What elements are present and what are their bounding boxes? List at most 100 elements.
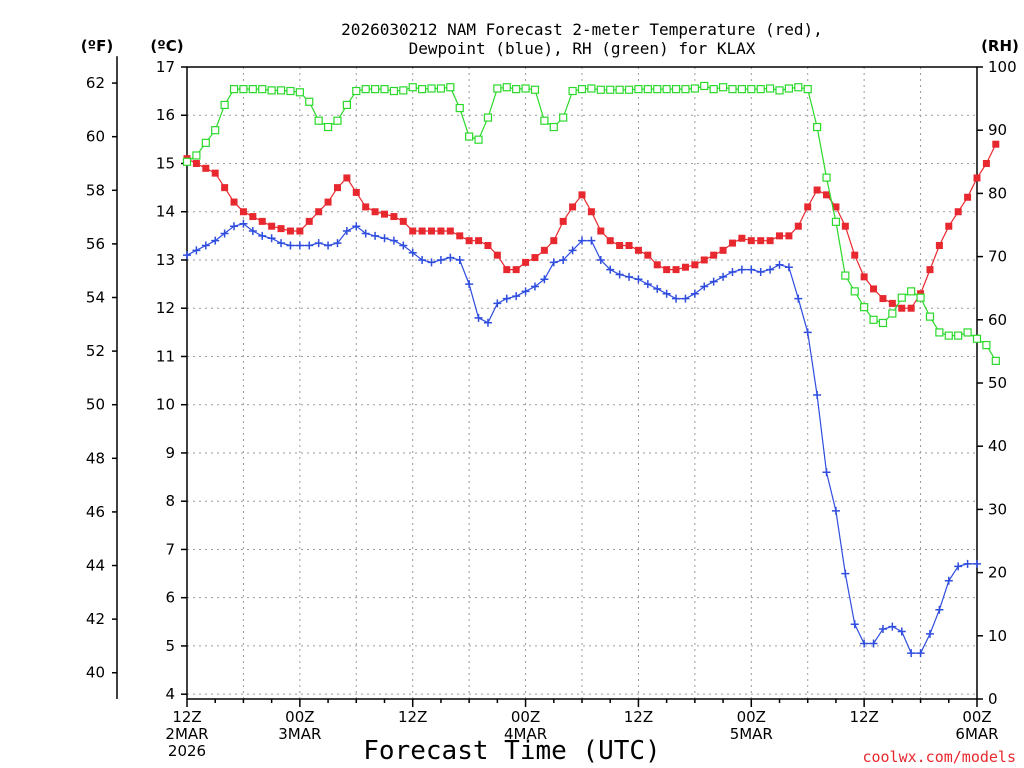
rh-point bbox=[794, 83, 803, 92]
dewpoint-point bbox=[380, 234, 389, 243]
temperature-point bbox=[522, 258, 530, 266]
x-tick-label: 12Z bbox=[172, 708, 201, 726]
chart-title-line-1: 2026030212 NAM Forecast 2-meter Temperat… bbox=[341, 20, 823, 39]
temperature-point bbox=[681, 263, 689, 271]
rh-point bbox=[700, 81, 709, 91]
rh-point bbox=[954, 331, 963, 340]
rh-tick-label: 70 bbox=[988, 248, 1007, 266]
temperature-point bbox=[945, 222, 953, 230]
rh-point bbox=[418, 85, 427, 94]
dewpoint-point bbox=[324, 241, 333, 250]
rh-point bbox=[465, 132, 474, 141]
rh-tick-label: 60 bbox=[988, 311, 1007, 329]
fahrenheit-tick-label: 40 bbox=[86, 664, 105, 682]
temperature-point bbox=[428, 227, 436, 235]
rh-point bbox=[512, 85, 521, 94]
rh-point bbox=[634, 85, 643, 94]
rh-point bbox=[624, 85, 634, 94]
temperature-point bbox=[540, 246, 548, 254]
dewpoint-point bbox=[239, 219, 248, 228]
rh-point bbox=[841, 271, 850, 280]
temperature-point bbox=[964, 193, 972, 201]
rh-point bbox=[681, 85, 690, 94]
dewpoint-point bbox=[841, 569, 850, 578]
x-tick-label: 00Z bbox=[737, 708, 766, 726]
rh-point bbox=[878, 318, 888, 328]
temperature-point bbox=[296, 227, 304, 235]
dewpoint-point bbox=[540, 275, 549, 284]
dewpoint-point bbox=[784, 263, 793, 272]
series-rh bbox=[182, 81, 1000, 365]
dewpoint-point bbox=[446, 253, 455, 262]
rh-tick-label: 80 bbox=[988, 184, 1007, 202]
temperature-point bbox=[644, 251, 652, 259]
dewpoint-point bbox=[587, 236, 596, 245]
temperature-point bbox=[870, 285, 878, 293]
temperature-point bbox=[531, 254, 539, 262]
dewpoint-point bbox=[728, 268, 737, 277]
temperature-point bbox=[804, 203, 812, 211]
celsius-tick-label: 9 bbox=[165, 444, 175, 462]
dewpoint-point bbox=[352, 222, 361, 231]
temperature-point bbox=[832, 203, 840, 211]
dewpoint-point bbox=[596, 255, 605, 264]
celsius-tick-label: 7 bbox=[165, 540, 175, 558]
temperature-point bbox=[512, 266, 520, 274]
temperature-point bbox=[597, 227, 605, 235]
dewpoint-point bbox=[925, 629, 934, 638]
x-tick-label: 00Z bbox=[511, 708, 540, 726]
celsius-tick-label: 11 bbox=[156, 347, 175, 365]
rh-point bbox=[455, 103, 464, 113]
temperature-point bbox=[268, 222, 276, 230]
dewpoint-point bbox=[277, 239, 286, 248]
temperature-point bbox=[569, 203, 577, 211]
temperature-point bbox=[719, 246, 727, 254]
rh-point bbox=[803, 85, 812, 94]
fahrenheit-tick-label: 62 bbox=[86, 74, 105, 92]
rh-point bbox=[765, 84, 775, 93]
rh-tick-label: 100 bbox=[988, 58, 1017, 76]
rh-point bbox=[559, 113, 568, 122]
temperature-point bbox=[851, 251, 859, 259]
temperature-point bbox=[710, 251, 718, 259]
axes bbox=[116, 56, 978, 700]
rh-tick-label: 40 bbox=[988, 437, 1007, 455]
temperature-point bbox=[446, 227, 454, 235]
rh-point bbox=[606, 85, 615, 94]
dewpoint-point bbox=[568, 246, 577, 255]
rh-point bbox=[436, 84, 446, 93]
celsius-tick-label: 15 bbox=[156, 154, 175, 172]
rh-point bbox=[925, 312, 935, 321]
temperature-point bbox=[757, 237, 765, 245]
dewpoint-point bbox=[342, 227, 351, 236]
rh-point bbox=[587, 84, 596, 93]
temperature-point bbox=[879, 295, 887, 303]
temperature-point bbox=[992, 140, 1000, 148]
dewpoint-point bbox=[389, 236, 398, 245]
rh-point bbox=[314, 116, 323, 125]
dewpoint-point bbox=[907, 649, 916, 658]
fahrenheit-tick-label: 56 bbox=[86, 235, 105, 253]
dewpoint-point bbox=[766, 265, 775, 274]
celsius-tick-label: 4 bbox=[165, 685, 175, 703]
temperature-point bbox=[728, 239, 736, 247]
rh-point bbox=[182, 157, 192, 166]
temperature-point bbox=[747, 237, 755, 245]
dewpoint-point bbox=[700, 282, 709, 291]
temperature-point bbox=[550, 237, 558, 245]
dewpoint-point bbox=[643, 280, 652, 289]
dewpoint-point bbox=[408, 248, 417, 257]
rh-point bbox=[530, 85, 540, 94]
temperature-point bbox=[634, 246, 642, 254]
chart-title-line-2: Dewpoint (blue), RH (green) for KLAX bbox=[409, 39, 756, 58]
temperature-point bbox=[776, 232, 783, 240]
dewpoint-point bbox=[803, 328, 812, 337]
dewpoint-point bbox=[747, 265, 756, 274]
fahrenheit-tick-label: 52 bbox=[86, 342, 105, 360]
x-tick-label: 6MAR bbox=[955, 725, 998, 743]
rh-tick-label: 90 bbox=[988, 121, 1007, 139]
rh-point bbox=[907, 287, 916, 296]
x-tick-label: 12Z bbox=[849, 708, 878, 726]
dewpoint-point bbox=[220, 229, 229, 238]
